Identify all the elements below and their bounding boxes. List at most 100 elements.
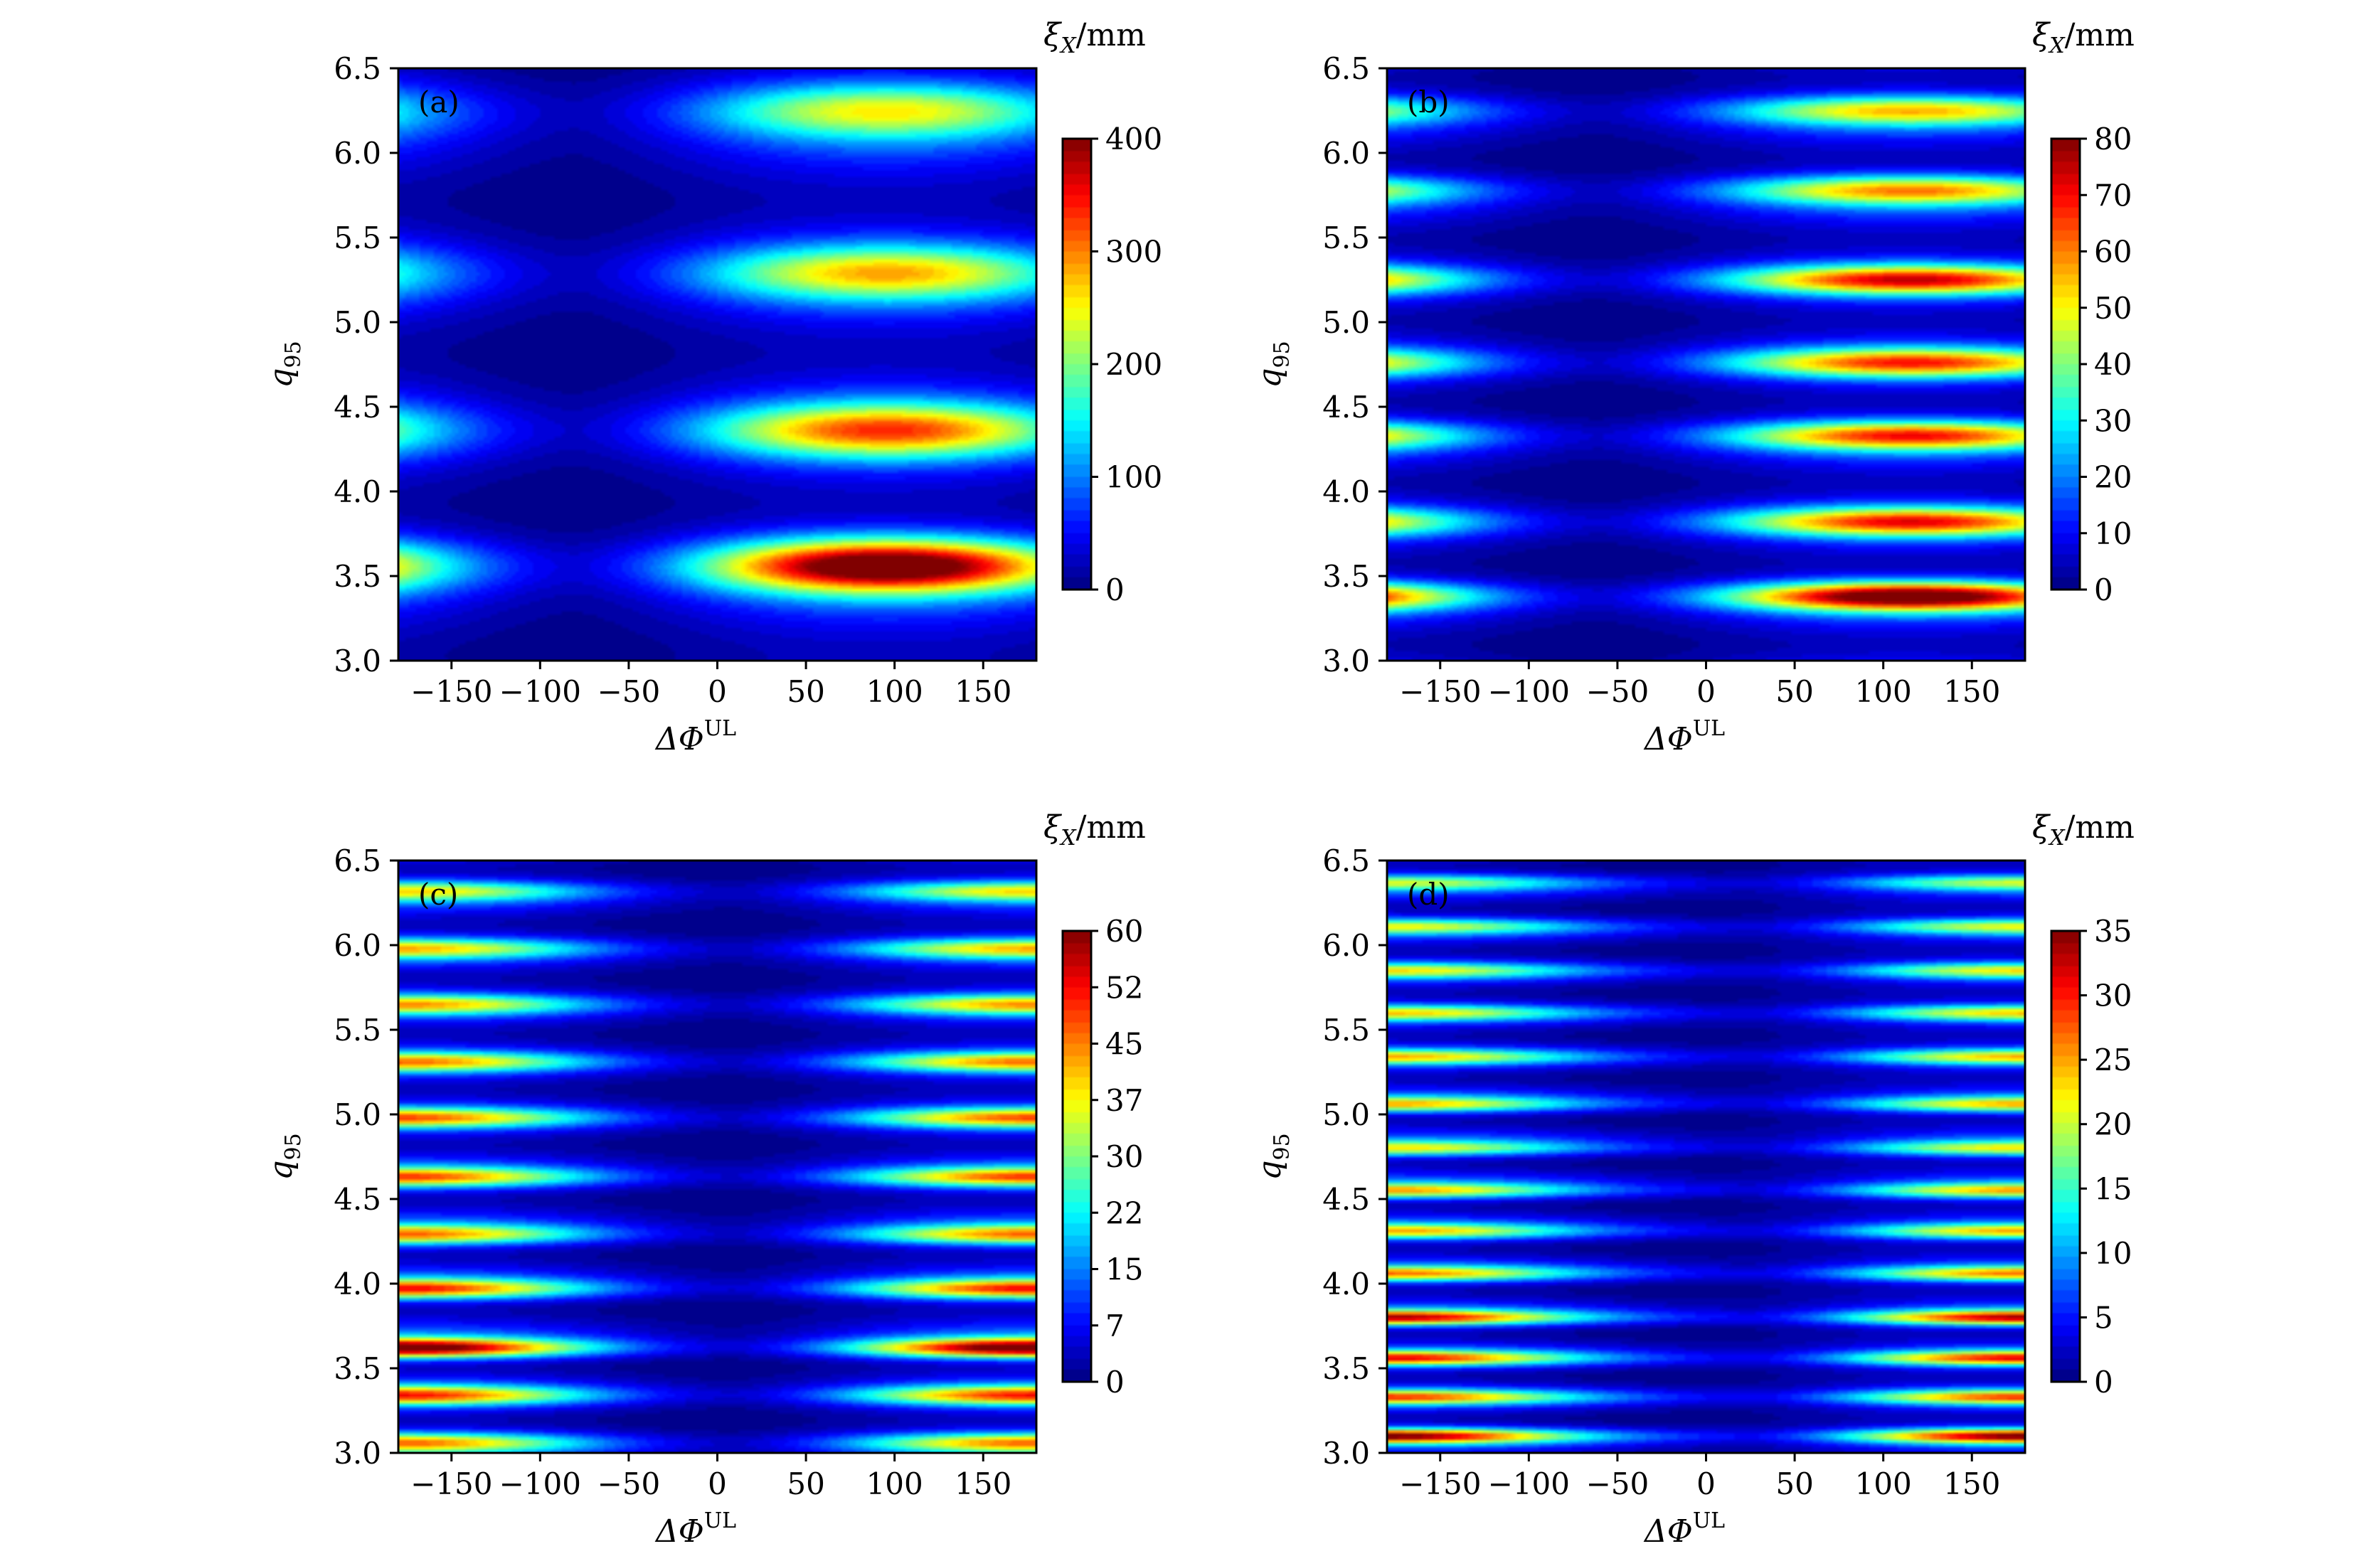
colorbar-tick-label: 0 — [2094, 1365, 2113, 1400]
heatmap-field — [398, 68, 1036, 661]
panel-b: −150 −100 −50 0 50 100 1503.03.54.04.55.05.56.… — [1252, 17, 2135, 757]
y-tick-label: 6.5 — [1322, 843, 1370, 878]
colorbar-title: ξX/mm — [1043, 809, 1146, 851]
panel-label: (d) — [1407, 877, 1450, 912]
colorbar-tick-label: 35 — [2094, 914, 2132, 949]
colorbar-tick-label: 60 — [2094, 235, 2132, 270]
panel-d: −150 −100 −50 0 50 100 1503.03.54.04.55.05.56.… — [1252, 809, 2135, 1550]
x-tick-label: 50 — [1775, 674, 1813, 709]
x-tick-label: −150 — [410, 1466, 492, 1501]
x-axis-label: ΔΦUL — [1643, 716, 1725, 757]
x-tick-label: −50 — [597, 1466, 661, 1501]
x-tick-label: 150 — [1943, 674, 2000, 709]
y-tick-label: 5.0 — [334, 1097, 381, 1132]
y-tick-label: 6.0 — [334, 136, 381, 171]
colorbar-title: ξX/mm — [2032, 809, 2135, 851]
colorbar-tick-label: 7 — [1105, 1309, 1125, 1343]
y-tick-label: 5.5 — [334, 1013, 381, 1048]
y-tick-label: 4.5 — [334, 1182, 381, 1217]
colorbar-tick-label: 100 — [1105, 460, 1162, 495]
heatmap-field — [398, 861, 1036, 1453]
panel-c: −150 −100 −50 0 50 100 150 3.0 3.5 4.0 4.5 5.0 5.5 6.… — [263, 809, 1146, 1550]
y-tick-label: 6.0 — [334, 928, 381, 963]
x-tick-label: −100 — [1488, 674, 1570, 709]
y-tick-label: 4.0 — [334, 1267, 381, 1301]
colorbar-tick-label: 5 — [2094, 1300, 2113, 1335]
colorbar-gradient — [2051, 931, 2080, 1382]
colorbar-tick-label: 15 — [2094, 1171, 2132, 1206]
panel-a: −150 −100 −50 0 50 100 150 3.0 3.5 4.0 4.5 5.0 5.5 6.… — [263, 17, 1162, 757]
colorbar-tick-label: 60 — [1105, 914, 1143, 949]
y-tick-label: 4.0 — [1322, 474, 1370, 509]
colorbar-gradient — [1063, 931, 1091, 1382]
colorbar-tick-label: 50 — [2094, 291, 2132, 326]
colorbar-tick-label: 0 — [2094, 572, 2113, 607]
heatmap-field — [1387, 861, 2025, 1453]
x-tick-label: −150 — [1399, 1466, 1481, 1501]
y-tick-label: 4.5 — [1322, 1182, 1370, 1217]
x-tick-label: 100 — [1855, 674, 1912, 709]
x-tick-label: 100 — [866, 674, 923, 709]
colorbar-tick-label: 37 — [1105, 1083, 1143, 1118]
x-tick-label: 0 — [1696, 1466, 1716, 1501]
x-tick-label: 50 — [1775, 1466, 1813, 1501]
colorbar: 0 5 10 15 20 25 30 35 — [2050, 914, 2132, 1400]
y-axis-label: q95 — [1252, 341, 1295, 388]
y-tick-label: 6.5 — [1322, 51, 1370, 86]
colorbar-tick-label: 15 — [1105, 1252, 1143, 1287]
colorbar-tick-label: 300 — [1105, 235, 1162, 270]
x-tick-label: −50 — [1586, 674, 1649, 709]
x-tick-label: 0 — [1696, 674, 1716, 709]
colorbar-tick-label: 30 — [1105, 1139, 1143, 1174]
colorbar-tick-label: 400 — [1105, 122, 1162, 156]
x-tick-label: 150 — [955, 1466, 1011, 1501]
x-tick-label: 50 — [787, 674, 824, 709]
colorbar: 0 10 20 30 40 50 60 70 80 — [2050, 122, 2132, 607]
colorbar-tick-label: 10 — [2094, 1236, 2132, 1271]
y-tick-label: 4.0 — [334, 474, 381, 509]
y-axis-label: q95 — [263, 1133, 306, 1180]
x-tick-label: −100 — [499, 1466, 581, 1501]
x-axis-label: ΔΦUL — [654, 716, 736, 757]
heatmap-field — [1387, 68, 2025, 661]
x-axis-label: ΔΦUL — [654, 1508, 736, 1550]
x-tick-label: −150 — [410, 674, 492, 709]
colorbar-tick-label: 40 — [2094, 347, 2132, 382]
y-tick-label: 6.0 — [1322, 136, 1370, 171]
colorbar-tick-label: 52 — [1105, 970, 1143, 1005]
x-tick-label: 150 — [955, 674, 1011, 709]
y-tick-label: 3.5 — [334, 1351, 381, 1386]
y-tick-label: 5.5 — [1322, 220, 1370, 255]
y-tick-label: 3.5 — [1322, 1351, 1370, 1386]
x-tick-label: 100 — [866, 1466, 923, 1501]
colorbar-frame — [2050, 929, 2081, 1383]
y-tick-label: 3.0 — [1322, 1436, 1370, 1471]
y-tick-label: 3.5 — [1322, 559, 1370, 594]
y-tick-label: 5.0 — [1322, 1097, 1370, 1132]
y-tick-label: 6.0 — [1322, 928, 1370, 963]
y-tick-label: 3.0 — [334, 1436, 381, 1471]
y-axis-label: q95 — [263, 341, 306, 388]
y-tick-label: 3.0 — [334, 644, 381, 678]
y-tick-label: 4.5 — [1322, 390, 1370, 425]
x-tick-label: 50 — [787, 1466, 824, 1501]
colorbar-tick-label: 25 — [2094, 1043, 2132, 1077]
x-tick-label: 100 — [1855, 1466, 1912, 1501]
y-tick-label: 5.5 — [334, 220, 381, 255]
colorbar: 0 7 15 22 30 37 45 52 60 — [1061, 914, 1143, 1400]
x-tick-label: −100 — [1488, 1466, 1570, 1501]
colorbar-title: ξX/mm — [1043, 17, 1146, 58]
y-tick-label: 5.0 — [334, 305, 381, 340]
y-tick-label: 3.0 — [1322, 644, 1370, 678]
x-tick-label: 150 — [1943, 1466, 2000, 1501]
panel-label: (a) — [418, 85, 459, 119]
colorbar-tick-label: 10 — [2094, 516, 2132, 551]
x-tick-label: −100 — [499, 674, 581, 709]
colorbar-tick-label: 0 — [1105, 1365, 1125, 1400]
x-tick-label: −50 — [1586, 1466, 1649, 1501]
colorbar-gradient — [2051, 139, 2080, 590]
y-tick-label: 6.5 — [334, 843, 381, 878]
colorbar-tick-label: 20 — [2094, 460, 2132, 495]
colorbar-tick-label: 80 — [2094, 122, 2132, 156]
colorbar-tick-label: 22 — [1105, 1195, 1143, 1230]
